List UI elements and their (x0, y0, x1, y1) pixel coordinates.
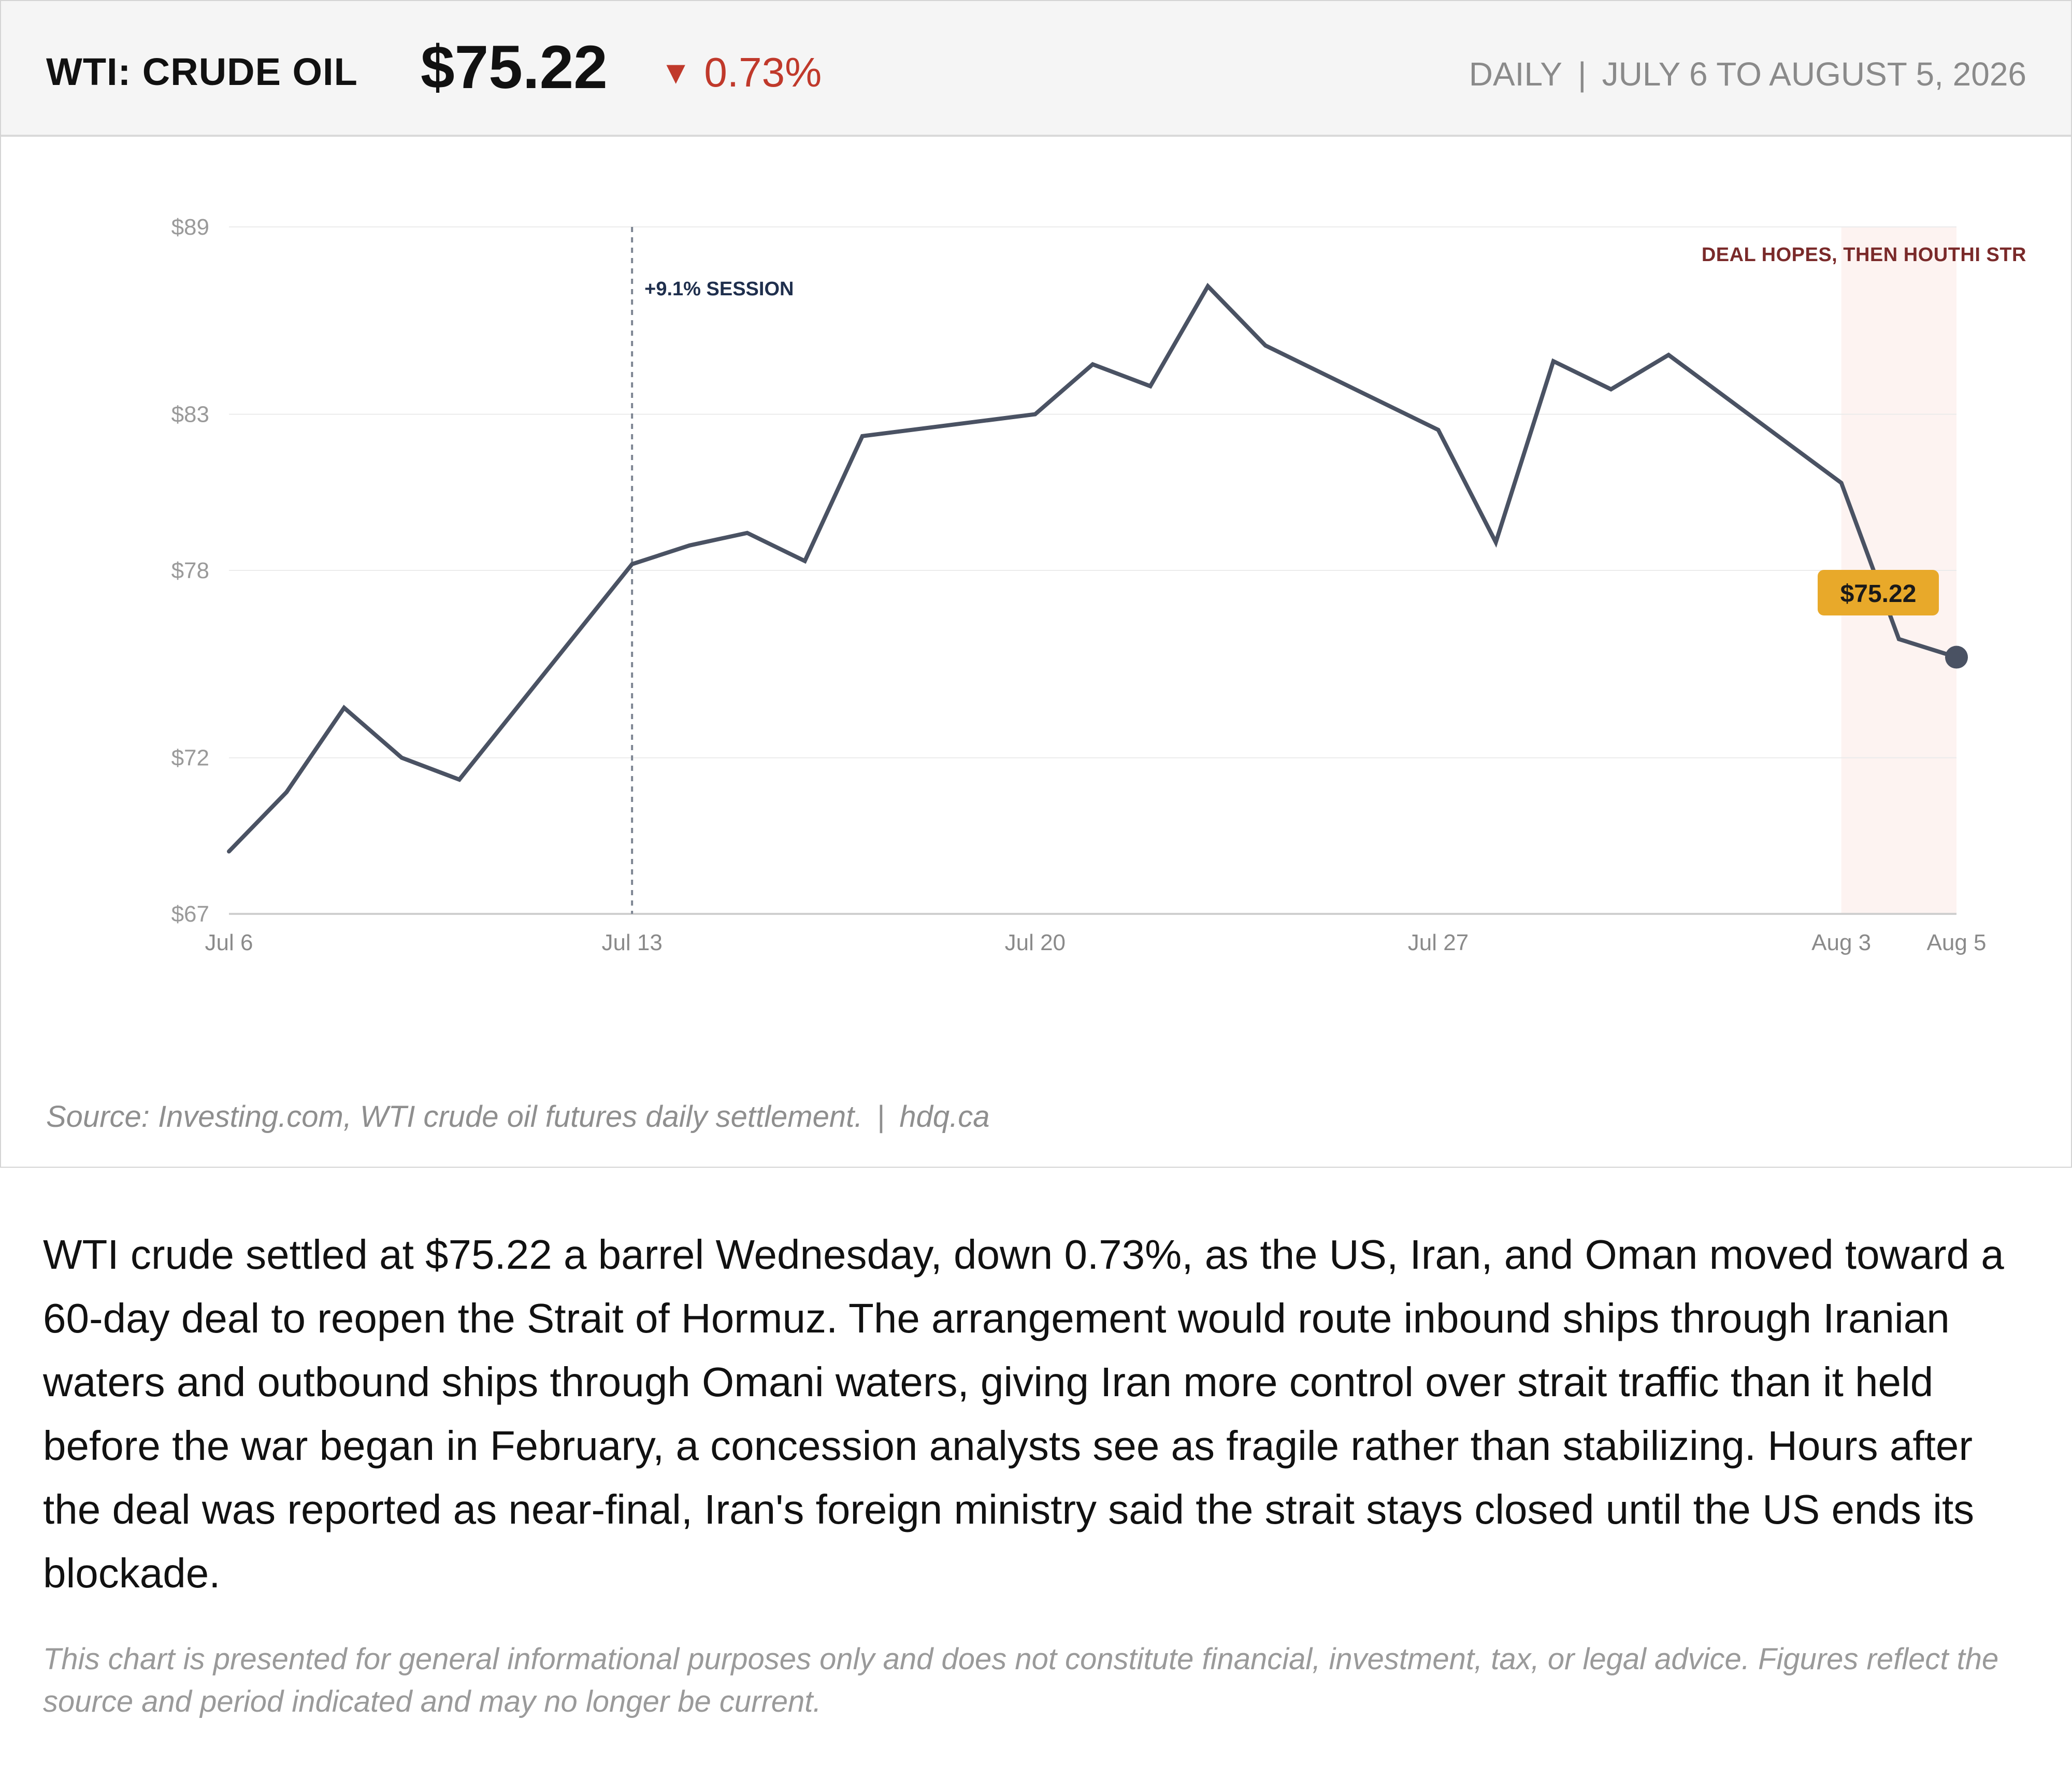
data-point (1091, 363, 1095, 366)
data-point (746, 532, 749, 535)
y-tick-label: $89 (171, 214, 209, 240)
article-body: WTI crude settled at $75.22 a barrel Wed… (43, 1231, 2004, 1596)
y-tick-label: $78 (171, 558, 209, 583)
frequency-label: DAILY (1469, 55, 1562, 93)
date-range-label: DAILY | JULY 6 TO AUGUST 5, 2026 (1469, 55, 2026, 93)
data-point (688, 544, 691, 547)
x-tick-label: Jul 6 (205, 930, 253, 955)
data-point (1667, 353, 1670, 356)
data-point (342, 706, 346, 709)
data-point (1494, 541, 1498, 544)
data-point (630, 563, 634, 566)
y-tick-label: $72 (171, 746, 209, 771)
range-separator: | (1577, 55, 1587, 93)
data-point (1264, 344, 1267, 347)
data-point (1840, 481, 1843, 484)
data-point (1437, 428, 1440, 432)
price-change: ▼ 0.73% (660, 49, 822, 96)
instrument-title: WTI: CRUDE OIL (46, 50, 358, 93)
chart-header: WTI: CRUDE OIL $75.22 ▼ 0.73% DAILY | JULY … (1, 1, 2071, 137)
data-point (285, 791, 288, 794)
data-point (861, 435, 864, 438)
x-tick-label: Jul 20 (1005, 930, 1066, 955)
last-value-dot (1945, 646, 1968, 669)
current-price: $75.22 (421, 33, 608, 102)
data-point (1206, 285, 1210, 288)
data-point (400, 756, 404, 759)
x-tick-label: Aug 3 (1811, 930, 1871, 955)
data-point (1033, 413, 1037, 416)
source-site: hdq.ca (899, 1100, 990, 1134)
down-arrow-icon: ▼ (660, 55, 692, 91)
data-point (227, 850, 231, 853)
change-percent: 0.73% (704, 49, 822, 95)
price-series-line (227, 282, 1959, 854)
disclaimer: This chart is presented for general info… (43, 1642, 1999, 1718)
data-point (1552, 360, 1555, 363)
price-line-chart: $89 $83 $78 $72 $67 Jul 6 Jul 13 Jul 20 Jul 27 Au… (171, 214, 2026, 955)
data-point (1609, 388, 1613, 391)
x-tick-label: Jul 27 (1408, 930, 1469, 955)
source-text: Source: Investing.com, WTI crude oil fut… (46, 1100, 863, 1134)
last-value-label: $75.22 (1840, 580, 1917, 608)
chart-card: WTI: CRUDE OIL $75.22 ▼ 0.73% DAILY | JULY … (0, 0, 2072, 1168)
x-tick-label: Aug 5 (1927, 930, 1987, 955)
y-tick-label: $83 (171, 402, 209, 427)
data-point (1149, 384, 1152, 388)
session-annotation: +9.1% SESSION (644, 278, 794, 300)
last-value-badge (1818, 570, 1939, 615)
data-point (458, 778, 461, 781)
x-tick-label: Jul 13 (601, 930, 662, 955)
data-point (1897, 638, 1901, 641)
data-point (803, 560, 807, 563)
shaded-period-label: DEAL HOPES, THEN HOUTHI STR (1702, 244, 2026, 266)
source-note: Source: Investing.com, WTI crude oil fut… (46, 1099, 990, 1134)
y-tick-label: $67 (171, 901, 209, 927)
source-separator: | (877, 1100, 885, 1134)
date-range: JULY 6 TO AUGUST 5, 2026 (1602, 55, 2026, 93)
